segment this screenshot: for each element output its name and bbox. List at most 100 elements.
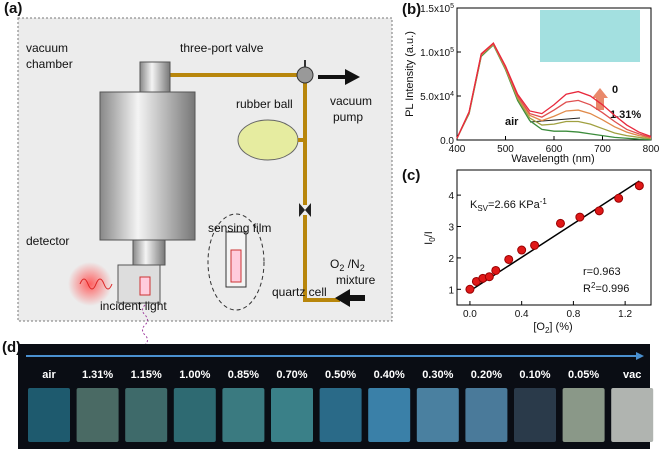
point (484, 272, 494, 282)
y-tick-label: 4 (448, 191, 454, 202)
t: I (423, 242, 435, 245)
tick-text: 2 (448, 254, 454, 265)
annotation: R2=0.996 (583, 281, 629, 295)
label-part: 2 (339, 263, 344, 273)
t: =0.996 (595, 283, 629, 295)
swatch (368, 388, 411, 442)
x-tick-label: 500 (497, 144, 514, 155)
y-tick-label: 2 (448, 254, 454, 265)
signal (79, 278, 113, 290)
swatch (28, 388, 70, 442)
pipe (170, 73, 340, 302)
swatch (562, 388, 605, 442)
tick-text: 0.0 (440, 136, 454, 147)
x-axis-title: Wavelength (nm) (511, 153, 594, 165)
y-tick-label: 1 (448, 285, 454, 296)
light (142, 304, 148, 346)
tick-text: 4 (448, 191, 454, 202)
label: O2 /N2 (330, 257, 365, 273)
panel-label: (b) (402, 1, 421, 18)
point (575, 212, 585, 222)
label: mixture (336, 273, 376, 287)
inset (540, 10, 640, 62)
swatch-label: 1.00% (179, 369, 210, 381)
panel-label: (c) (402, 167, 420, 184)
label: rubber ball (236, 97, 293, 111)
cell-holder (117, 264, 161, 304)
y-tick-label: 0.0 (440, 136, 454, 147)
point (504, 254, 514, 264)
swatch (222, 388, 265, 442)
x-tick-label: 800 (643, 144, 660, 155)
swatch (319, 388, 362, 442)
label: vacuum (26, 41, 68, 55)
y-tick-label: 3 (448, 223, 454, 234)
tick-text: 1 (448, 285, 454, 296)
chamber (99, 91, 196, 241)
swatch-label: air (42, 369, 56, 381)
point (555, 218, 565, 228)
swatch-label: 0.40% (374, 369, 405, 381)
label: quartz cell (272, 285, 327, 299)
x-tick-label: 0.4 (515, 309, 529, 320)
label-part: /N (344, 257, 359, 271)
x-tick-label: 400 (449, 144, 466, 155)
y-tick-label: 1.5x105 (420, 3, 454, 15)
t: 2 (545, 326, 550, 335)
annotation: KSV=2.66 KPa-1 (470, 197, 547, 213)
chamber-neck (132, 239, 166, 266)
swatches: air 1.31% 1.15% 1.00% 0.85% 0.70% 0.50% 0.40% 0.… (28, 369, 654, 442)
y-tick-label: 5.0x104 (420, 91, 454, 103)
tick-text: 1.0x10 (420, 48, 450, 59)
label: sensing film (208, 221, 271, 235)
label: three-port valve (180, 41, 264, 55)
tick-exponent: 5 (450, 47, 454, 54)
panel-a: (a) vacuum chamber three-port valve vacu… (4, 0, 393, 346)
rubber-ball (237, 119, 299, 161)
y-axis-title: PL Intensity (a.u.) (404, 31, 416, 117)
tick-exponent: 5 (450, 3, 454, 10)
arrow (335, 289, 365, 307)
arrow (318, 69, 360, 85)
point (594, 206, 604, 216)
x-tick-label: 0.8 (566, 309, 580, 320)
x-axis-title: [O2] (%) (533, 321, 572, 335)
swatch-label: 0.10% (519, 369, 550, 381)
point (491, 265, 501, 275)
annotation-arrow (592, 88, 608, 110)
t: R (583, 283, 591, 295)
zoom (207, 213, 265, 311)
panel-label: (a) (4, 0, 22, 17)
y-tick-label: 1.0x105 (420, 47, 454, 59)
swatch (611, 388, 654, 442)
point (614, 193, 624, 203)
label: detector (26, 234, 69, 248)
swatch-label: vac (623, 369, 641, 381)
x-tick-label: 600 (546, 144, 563, 155)
annotation: 0 (612, 84, 618, 96)
label: pump (333, 110, 363, 124)
label: vacuum (330, 94, 372, 108)
y-axis-title: I0/I (423, 231, 437, 245)
swatch (514, 388, 556, 442)
swatch-label: 0.20% (471, 369, 502, 381)
annotation-arrow (529, 117, 581, 123)
t: /I (423, 231, 435, 237)
valve (296, 66, 314, 84)
label: chamber (26, 57, 73, 71)
t: 0 (428, 237, 437, 242)
t: K (470, 199, 478, 211)
swatch (465, 388, 508, 442)
plot-frame (456, 169, 652, 306)
label: incident light (100, 299, 167, 313)
spectrum (456, 42, 652, 139)
t: [O (533, 321, 545, 333)
swatch-label: 0.05% (568, 369, 599, 381)
x-tick-label: 0.0 (463, 309, 477, 320)
t: =2.66 KPa (488, 199, 541, 211)
swatch-label: 0.30% (422, 369, 453, 381)
label-part: 2 (360, 263, 365, 273)
panel-label: (d) (2, 339, 21, 356)
swatch (173, 388, 216, 442)
